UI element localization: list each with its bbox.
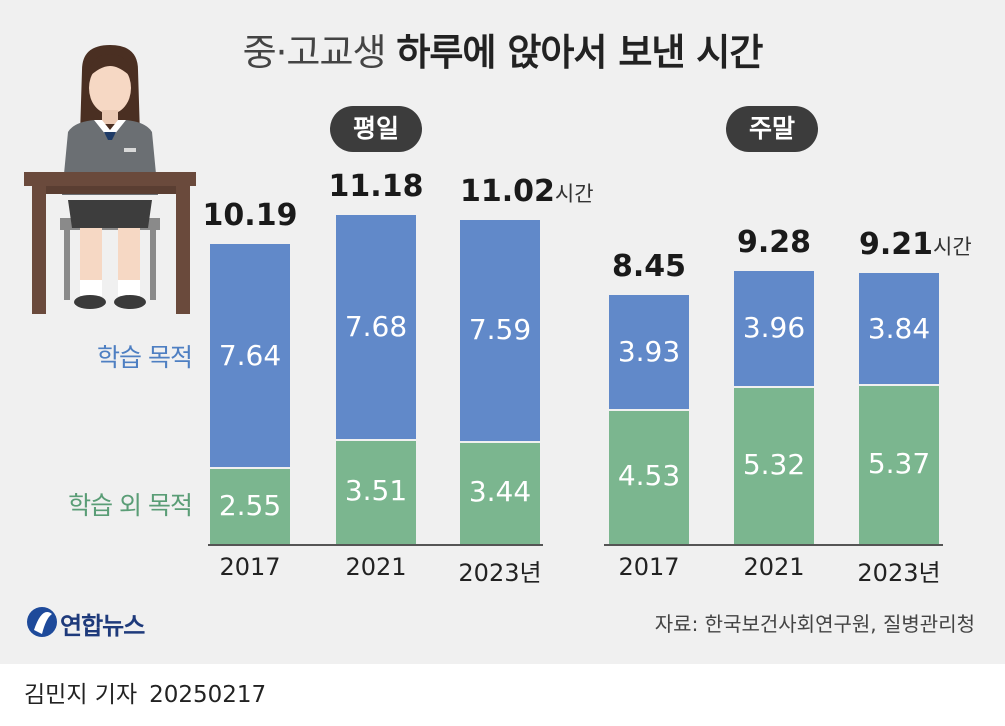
weekday-xlabel-year-2023: 2023 bbox=[458, 559, 520, 587]
weekend-label-study-2023: 3.84 bbox=[867, 311, 931, 345]
weekday-label-nonstudy-2021: 3.51 bbox=[344, 474, 408, 508]
weekday-total-value-2023: 11.02 bbox=[460, 173, 555, 209]
weekend-label-nonstudy-2021: 5.32 bbox=[742, 447, 806, 481]
weekend-bar-nonstudy-2023 bbox=[859, 386, 939, 544]
date-text: 20250217 bbox=[149, 682, 267, 708]
weekend-total-2017: 8.45 bbox=[589, 249, 709, 284]
weekday-label-study-2023: 7.59 bbox=[468, 313, 532, 347]
weekday-bar-study-2017 bbox=[210, 244, 290, 468]
weekend-pill: 주말 bbox=[726, 106, 818, 152]
weekday-bar-study-2023 bbox=[460, 219, 540, 441]
weekend-bar-nonstudy-2017 bbox=[609, 410, 689, 544]
logo-text: 연합뉴스 bbox=[60, 612, 145, 640]
weekend-xlabel-suffix: 년 bbox=[918, 559, 941, 587]
weekday-total-value-2017: 10.19 bbox=[202, 198, 298, 234]
weekday-bar-nonstudy-2017 bbox=[210, 469, 290, 544]
source-text: 자료: 한국보건사회연구원, 질병관리청 bbox=[654, 612, 975, 636]
weekend-xlabel-2021: 2021 bbox=[714, 553, 834, 581]
title-light: 중·고교생 bbox=[242, 31, 387, 74]
weekday-xlabel-year-2021: 2021 bbox=[345, 553, 407, 581]
weekday-label-study-2021: 7.68 bbox=[344, 309, 408, 343]
weekday-xlabel-2023: 2023년 bbox=[440, 553, 560, 588]
weekend-label-nonstudy-2017: 4.53 bbox=[617, 459, 681, 493]
weekday-xlabel-suffix: 년 bbox=[519, 559, 542, 587]
weekend-bar-study-2021 bbox=[734, 271, 814, 386]
weekend-total-value-2023: 9.21 bbox=[859, 227, 934, 263]
weekend-label-study-2017: 3.93 bbox=[617, 335, 681, 369]
yonhap-logo bbox=[27, 607, 57, 637]
legend-nonstudy: 학습 외 목적 bbox=[68, 491, 193, 520]
weekday-xlabel-2021: 2021 bbox=[316, 553, 436, 581]
weekday-xlabel-2017: 2017 bbox=[190, 553, 310, 581]
weekday-pill: 평일 bbox=[330, 106, 422, 152]
weekday-label-nonstudy-2023: 3.44 bbox=[468, 475, 532, 509]
weekday-bar-nonstudy-2023 bbox=[460, 442, 540, 544]
weekday-bar-nonstudy-2021 bbox=[336, 440, 416, 544]
weekday-label-nonstudy-2017: 2.55 bbox=[218, 488, 282, 522]
weekday-label-study-2017: 7.64 bbox=[218, 338, 282, 372]
weekend-bar-nonstudy-2021 bbox=[734, 387, 814, 544]
weekday-total-value-2021: 11.18 bbox=[328, 169, 424, 204]
weekend-total-value-2017: 8.45 bbox=[611, 249, 687, 285]
student-illustration-icon bbox=[24, 45, 196, 314]
weekend-total-value-2021: 9.28 bbox=[736, 225, 812, 261]
weekday-baseline bbox=[208, 544, 543, 546]
weekday-total-2023: 11.02시간 bbox=[440, 174, 640, 209]
weekend-xlabel-year-2017: 2017 bbox=[618, 553, 680, 581]
weekday-total-2017: 10.19 bbox=[190, 198, 310, 233]
weekend-label-nonstudy-2023: 5.37 bbox=[867, 447, 931, 481]
chart-title: 중·고교생 하루에 앉아서 보낸 시간 bbox=[0, 22, 1005, 76]
weekend-bar-study-2023 bbox=[859, 273, 939, 385]
weekend-xlabel-2017: 2017 bbox=[589, 553, 709, 581]
weekend-total-2021: 9.28 bbox=[714, 225, 834, 260]
title-bold: 하루에 앉아서 보낸 시간 bbox=[396, 31, 763, 74]
weekend-total-unit: 시간 bbox=[933, 235, 972, 260]
weekday-total-2021: 11.18 bbox=[316, 169, 436, 204]
weekend-bar-study-2017 bbox=[609, 295, 689, 409]
chart-panel: 중·고교생 하루에 앉아서 보낸 시간 bbox=[0, 0, 1005, 664]
weekday-total-unit: 시간 bbox=[554, 181, 594, 206]
weekday-xlabel-year-2017: 2017 bbox=[219, 553, 281, 581]
weekday-bar-study-2021 bbox=[336, 215, 416, 439]
reporter-name: 김민지 기자 bbox=[24, 682, 138, 708]
weekend-xlabel-year-2023: 2023 bbox=[857, 559, 919, 587]
weekend-total-2023: 9.21시간 bbox=[839, 227, 1005, 262]
reporter-line: 김민지 기자 20250217 bbox=[24, 675, 266, 709]
weekend-xlabel-year-2021: 2021 bbox=[743, 553, 805, 581]
weekend-baseline bbox=[604, 544, 943, 546]
weekend-label-study-2021: 3.96 bbox=[742, 311, 806, 345]
legend-study: 학습 목적 bbox=[97, 343, 193, 372]
weekend-xlabel-2023: 2023년 bbox=[839, 553, 959, 588]
